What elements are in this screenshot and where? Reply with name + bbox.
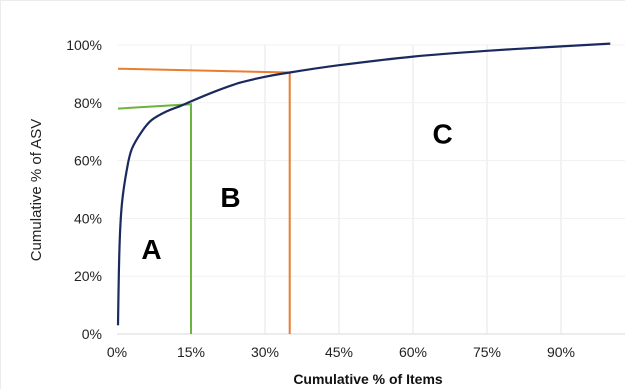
grid-layer — [117, 44, 625, 335]
cumulative-curve — [116, 42, 611, 326]
y-tick-label: 20% — [74, 268, 102, 284]
region-label-c: C — [432, 118, 452, 149]
region-label-b: B — [220, 182, 240, 213]
x-tick-label: 90% — [547, 344, 575, 360]
y-tick-label: 40% — [74, 210, 102, 226]
y-tick-label: 0% — [82, 326, 102, 342]
x-tick-label: 15% — [177, 344, 205, 360]
x-tick-label: 0% — [107, 344, 127, 360]
x-tick-label: 45% — [325, 344, 353, 360]
reference-lines — [117, 67, 291, 334]
tick-labels: 0% 15% 30% 45% 60% 75% 90% 0% 20% 40% 60% 80% 100% — [66, 37, 575, 360]
x-tick-label: 75% — [473, 344, 501, 360]
y-axis-title: Cumulative % of ASV — [28, 119, 45, 262]
reference-line — [117, 103, 192, 334]
x-axis-title: Cumulative % of Items — [293, 371, 443, 387]
x-tick-label: 30% — [251, 344, 279, 360]
y-tick-label: 100% — [66, 37, 102, 53]
region-label-a: A — [141, 234, 161, 265]
x-tick-label: 60% — [399, 344, 427, 360]
y-tick-label: 60% — [74, 153, 102, 169]
region-labels: A B C — [141, 118, 452, 265]
y-tick-label: 80% — [74, 95, 102, 111]
reference-line — [117, 67, 291, 334]
curve-layer — [116, 42, 611, 326]
